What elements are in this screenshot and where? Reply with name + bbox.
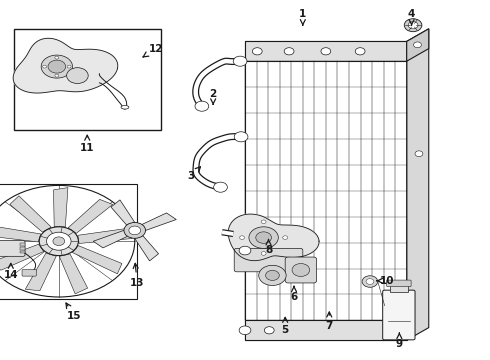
Circle shape [47, 232, 71, 250]
Text: 6: 6 [291, 286, 297, 302]
Polygon shape [228, 214, 319, 261]
Polygon shape [407, 29, 429, 340]
Polygon shape [0, 225, 41, 242]
Bar [0, 184, 137, 299]
Polygon shape [407, 29, 429, 61]
Bar [245, 41, 407, 340]
Text: 8: 8 [265, 239, 272, 255]
Text: 10: 10 [377, 276, 394, 286]
Circle shape [53, 237, 65, 246]
Circle shape [67, 68, 88, 84]
Circle shape [256, 232, 271, 243]
Polygon shape [245, 320, 407, 340]
Circle shape [266, 270, 279, 280]
Circle shape [414, 42, 421, 48]
FancyBboxPatch shape [22, 270, 36, 276]
Circle shape [239, 326, 251, 335]
Polygon shape [13, 38, 118, 93]
Circle shape [261, 252, 266, 255]
Polygon shape [245, 41, 407, 61]
Circle shape [321, 48, 331, 55]
Circle shape [41, 55, 73, 78]
Circle shape [252, 48, 262, 55]
Circle shape [239, 246, 251, 255]
FancyBboxPatch shape [383, 290, 415, 340]
Circle shape [284, 48, 294, 55]
Bar [20, 243, 25, 246]
Ellipse shape [121, 105, 129, 109]
FancyBboxPatch shape [0, 240, 25, 256]
FancyBboxPatch shape [387, 280, 411, 287]
Bar [390, 284, 408, 292]
Circle shape [195, 101, 209, 111]
Circle shape [214, 182, 227, 192]
Text: 2: 2 [210, 89, 217, 104]
Polygon shape [53, 188, 68, 227]
Text: 15: 15 [66, 303, 82, 321]
Text: 1: 1 [299, 9, 306, 25]
Text: 13: 13 [130, 264, 145, 288]
Text: 3: 3 [188, 167, 200, 181]
Circle shape [124, 222, 146, 238]
Circle shape [261, 220, 266, 224]
Circle shape [55, 56, 59, 59]
Circle shape [39, 227, 78, 256]
Polygon shape [135, 236, 159, 261]
Circle shape [362, 276, 378, 287]
Text: 7: 7 [325, 312, 333, 331]
Circle shape [234, 132, 248, 142]
Circle shape [67, 65, 71, 68]
Circle shape [404, 19, 422, 32]
Circle shape [129, 226, 141, 235]
Bar [14, 29, 161, 130]
Circle shape [240, 236, 245, 239]
Circle shape [265, 327, 274, 334]
Polygon shape [25, 253, 56, 291]
Text: 5: 5 [282, 318, 289, 336]
Text: 12: 12 [143, 44, 163, 57]
Polygon shape [10, 196, 51, 232]
Circle shape [292, 264, 310, 276]
Polygon shape [68, 199, 113, 233]
Circle shape [408, 22, 418, 29]
Polygon shape [93, 230, 127, 248]
Circle shape [355, 48, 365, 55]
Circle shape [283, 236, 288, 239]
Bar [20, 247, 25, 250]
Polygon shape [59, 254, 88, 294]
Circle shape [233, 56, 247, 66]
Text: 4: 4 [408, 9, 416, 25]
Circle shape [48, 60, 66, 73]
Text: 9: 9 [396, 333, 403, 349]
FancyBboxPatch shape [285, 257, 317, 283]
Polygon shape [0, 244, 44, 270]
Circle shape [43, 65, 47, 68]
Text: 14: 14 [3, 264, 18, 280]
Circle shape [259, 265, 286, 285]
Circle shape [415, 151, 423, 157]
Text: 11: 11 [80, 135, 95, 153]
Polygon shape [73, 246, 122, 274]
Polygon shape [111, 200, 135, 225]
Circle shape [249, 227, 278, 248]
Circle shape [366, 279, 374, 284]
Polygon shape [142, 213, 176, 230]
Polygon shape [78, 229, 132, 243]
Bar [20, 251, 25, 253]
FancyBboxPatch shape [234, 248, 303, 272]
Circle shape [55, 74, 59, 77]
